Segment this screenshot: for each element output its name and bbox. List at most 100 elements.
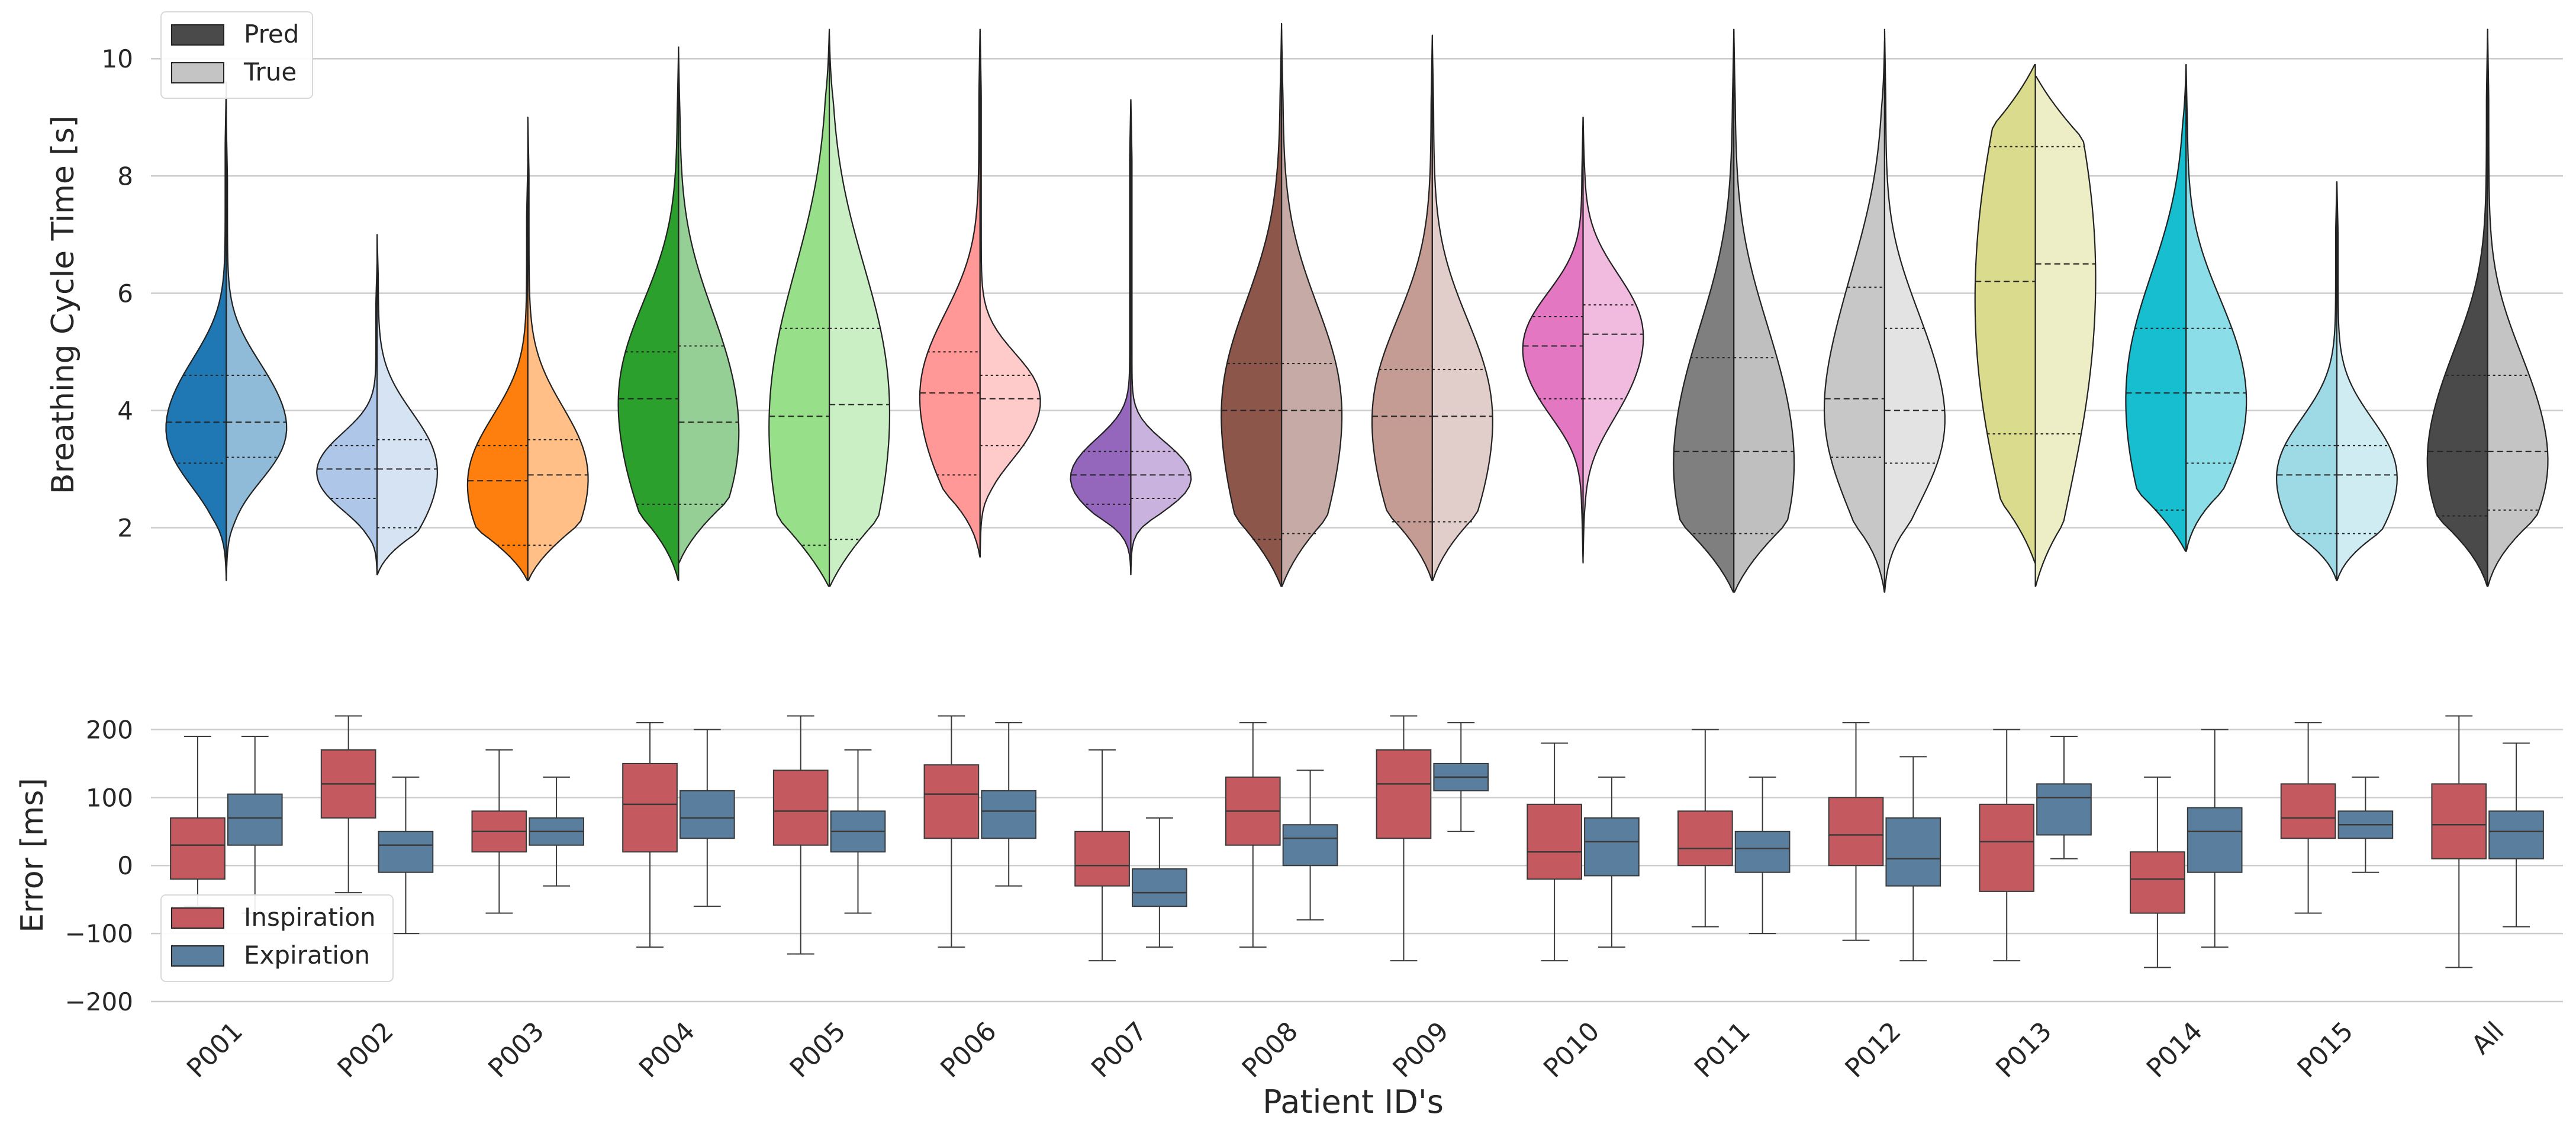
box-y-axis-label: Error [ms]	[15, 778, 50, 933]
box-body	[1074, 830, 1130, 887]
violin-pred-half	[2125, 64, 2187, 552]
violin-pred-half	[1823, 40, 1886, 593]
box-body	[2488, 810, 2544, 859]
box-body	[923, 764, 980, 839]
box-expiration	[378, 776, 434, 935]
box-body	[2130, 851, 2185, 914]
box-body	[981, 790, 1037, 839]
legend-label-true: True	[243, 57, 297, 86]
violin-y-tick-label: 4	[117, 396, 133, 425]
violin-true-half	[527, 117, 589, 581]
violin-pred-half	[617, 46, 680, 581]
box-expiration	[2036, 735, 2092, 859]
legend-swatch-true	[171, 62, 224, 83]
box-marks	[170, 715, 2544, 968]
violin-pred-half	[2426, 28, 2488, 587]
violin-pred-half	[2275, 181, 2338, 581]
legend-swatch-pred	[171, 24, 224, 46]
violin-true-half	[1431, 40, 1493, 581]
violin-y-tick-label: 6	[117, 279, 133, 308]
box-inspiration	[170, 735, 226, 907]
box-body	[378, 830, 434, 873]
box-body	[170, 817, 226, 880]
box-body	[679, 790, 735, 839]
box-expiration	[981, 722, 1037, 887]
violin-true-half	[376, 234, 439, 575]
violin-pred-half	[316, 263, 378, 575]
violin-pred-half	[919, 28, 981, 558]
box-body	[227, 793, 283, 846]
box-body	[622, 762, 678, 853]
box-body	[2431, 783, 2487, 859]
box-inspiration	[1225, 722, 1281, 948]
violin-y-axis-label: Breathing Cycle Time [s]	[46, 115, 81, 494]
box-y-tick-label: −200	[65, 987, 133, 1016]
box-inspiration	[772, 715, 829, 955]
violin-pred-half	[1371, 34, 1433, 581]
box-inspiration	[923, 715, 980, 948]
box-body	[2187, 807, 2243, 873]
box-expiration	[1584, 776, 1640, 948]
legend-label-inspiration: Inspiration	[244, 903, 376, 932]
violin-true-half	[1281, 28, 1343, 587]
box-expiration	[1433, 722, 1489, 832]
box-body	[1282, 824, 1338, 867]
box-body	[1132, 868, 1187, 907]
box-inspiration	[471, 749, 527, 914]
box-body	[1885, 817, 1941, 887]
box-y-tick-label: −100	[65, 919, 133, 948]
violin-panel: 2 4 6 8 10 Breathing Cycle Time [s] Pred Tru…	[46, 11, 2563, 593]
violin-pred-half	[768, 28, 830, 587]
box-expiration	[1282, 769, 1338, 921]
violin-true-half	[2034, 75, 2097, 587]
violin-pred-half	[1221, 22, 1283, 587]
box-expiration	[830, 749, 886, 914]
violin-true-half	[2185, 64, 2247, 552]
legend-swatch-inspiration	[171, 907, 224, 929]
box-body	[772, 769, 829, 846]
violin-true-half	[979, 28, 1041, 558]
violin-true-half	[828, 34, 891, 587]
box-body	[2036, 783, 2092, 836]
box-expiration	[1734, 776, 1791, 935]
legend-label-expiration: Expiration	[244, 941, 370, 970]
box-body	[1734, 830, 1791, 873]
violin-true-half	[2487, 28, 2549, 587]
box-inspiration	[2130, 776, 2185, 968]
box-expiration	[1132, 817, 1187, 948]
box-inspiration	[1376, 715, 1432, 962]
box-y-tick-label: 0	[117, 851, 133, 880]
box-expiration	[2488, 742, 2544, 928]
violin-pred-half	[466, 163, 529, 581]
legend-label-pred: Pred	[244, 20, 299, 49]
box-body	[1979, 803, 2035, 892]
box-y-tick-label: 100	[86, 783, 133, 812]
violin-marks	[165, 22, 2549, 593]
box-expiration	[1885, 756, 1941, 962]
box-expiration	[2337, 776, 2394, 873]
box-inspiration	[320, 715, 376, 894]
violin-pred-half	[1522, 117, 1584, 564]
violin-pred-half	[1974, 64, 2036, 564]
box-inspiration	[1828, 722, 1884, 941]
box-body	[1527, 803, 1582, 880]
violin-true-half	[2336, 181, 2398, 581]
box-inspiration	[1527, 742, 1582, 962]
box-body	[1677, 810, 1733, 867]
box-y-ticks: −200 −100 0 100 200	[65, 715, 133, 1016]
box-expiration	[2187, 729, 2243, 948]
box-expiration	[529, 776, 584, 887]
box-inspiration	[1677, 729, 1733, 928]
violin-y-ticks: 2 4 6 8 10	[102, 44, 133, 542]
box-body	[2280, 783, 2336, 839]
violin-true-half	[678, 52, 740, 564]
legend-swatch-expiration	[171, 945, 224, 967]
box-expiration	[679, 729, 735, 907]
box-inspiration	[1074, 749, 1130, 962]
box-y-tick-label: 200	[86, 715, 133, 744]
box-legend: Inspiration Expiration	[160, 894, 394, 982]
violin-true-half	[1883, 28, 1946, 593]
violin-y-tick-label: 10	[102, 44, 133, 73]
box-body	[1828, 797, 1884, 867]
